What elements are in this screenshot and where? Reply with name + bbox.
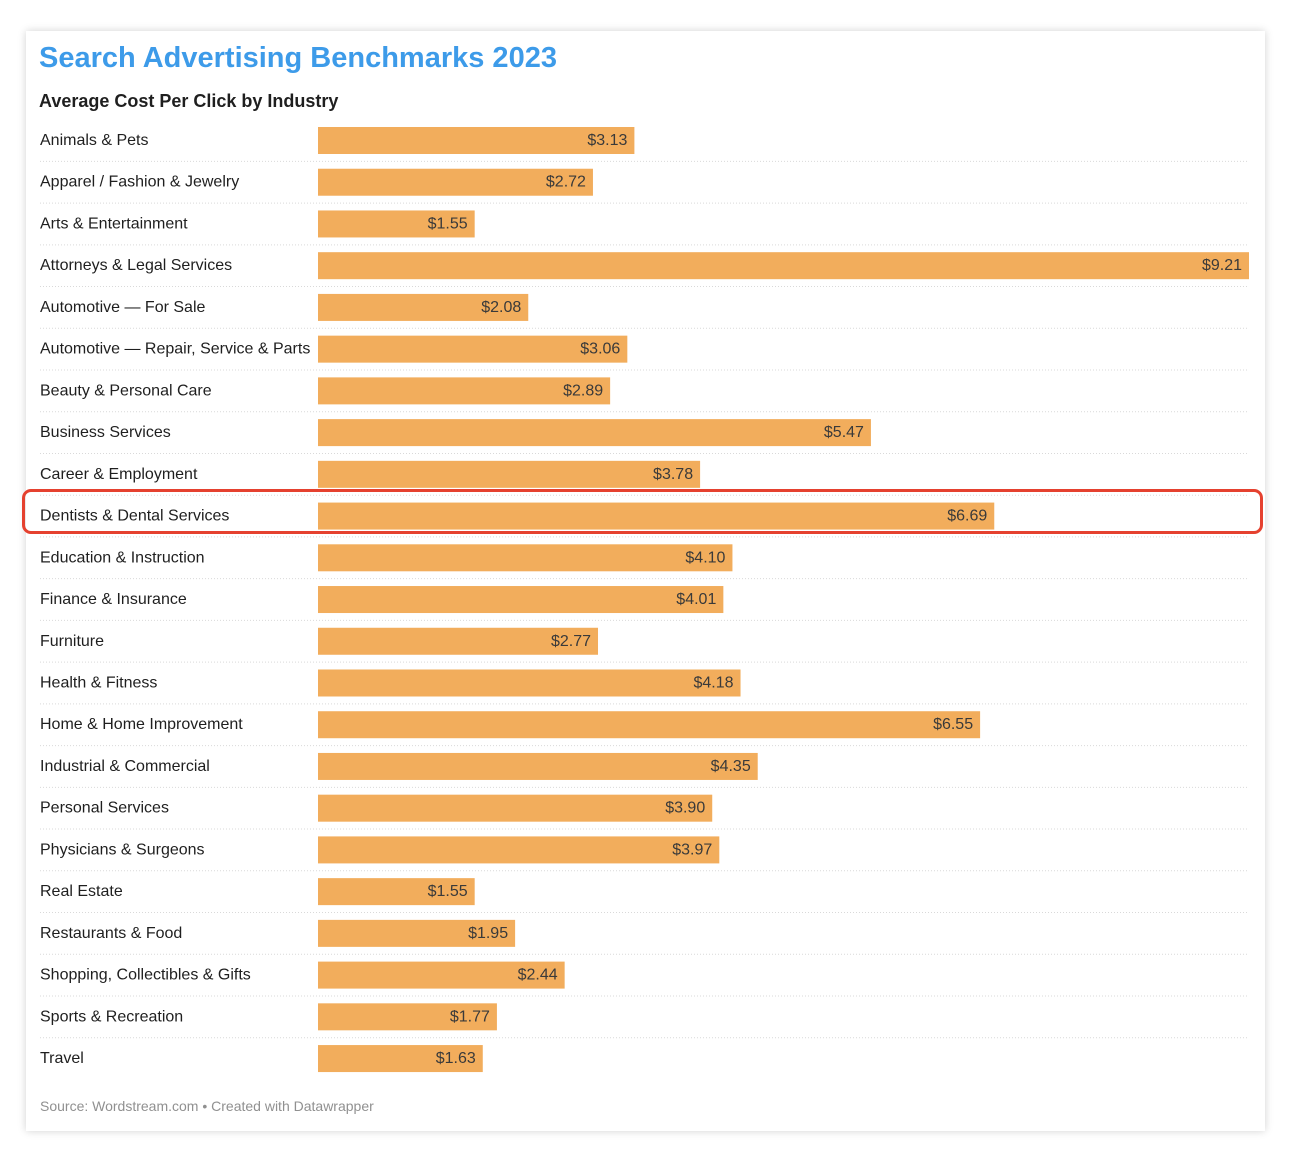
bar-row: Career & Employment $3.78 — [40, 460, 1249, 496]
category-label: Finance & Insurance — [40, 591, 187, 608]
category-label: Animals & Pets — [40, 132, 148, 149]
bar — [318, 752, 758, 780]
category-label: Personal Services — [40, 800, 169, 817]
bar — [318, 335, 628, 363]
value-label: $9.21 — [1202, 257, 1242, 274]
value-label: $2.72 — [546, 174, 586, 191]
category-label: Sports & Recreation — [40, 1008, 183, 1025]
chart-card — [26, 31, 1265, 1131]
category-label: Career & Employment — [40, 466, 198, 483]
bar — [318, 502, 995, 530]
category-label: Physicians & Surgeons — [40, 841, 205, 858]
bar-row: Real Estate $1.55 — [40, 878, 1249, 914]
category-label: Business Services — [40, 424, 171, 441]
bar — [318, 586, 724, 614]
category-label: Automotive — For Sale — [40, 299, 206, 316]
bar-row: Attorneys & Legal Services $9.21 — [40, 252, 1249, 288]
value-label: $2.08 — [481, 299, 521, 316]
bar-row: Physicians & Surgeons $3.97 — [40, 836, 1249, 872]
category-label: Travel — [40, 1050, 84, 1067]
chart-title: Search Advertising Benchmarks 2023 — [39, 42, 557, 74]
value-label: $2.44 — [518, 967, 558, 984]
value-label: $3.90 — [665, 800, 705, 817]
bar — [318, 669, 741, 697]
bar-row: Apparel / Fashion & Jewelry $2.72 — [40, 168, 1249, 204]
value-label: $1.63 — [436, 1050, 476, 1067]
bar-row: Animals & Pets $3.13 — [40, 127, 1249, 162]
bar — [318, 878, 475, 906]
bar — [318, 711, 981, 739]
bar-row: Restaurants & Food $1.95 — [40, 919, 1249, 955]
category-label: Health & Fitness — [40, 674, 157, 691]
value-label: $1.77 — [450, 1008, 490, 1025]
bar-row: Automotive — Repair, Service & Parts $3.0… — [40, 335, 1249, 371]
value-label: $2.77 — [551, 633, 591, 650]
bar — [318, 627, 599, 655]
bar — [318, 1003, 497, 1031]
bar — [318, 419, 871, 447]
bar-row: Industrial & Commercial $4.35 — [40, 752, 1249, 788]
value-label: $4.35 — [711, 758, 751, 775]
value-label: $1.55 — [428, 215, 468, 232]
category-label: Automotive — Repair, Service & Parts — [40, 341, 310, 358]
category-label: Real Estate — [40, 883, 123, 900]
bar-row: Arts & Entertainment $1.55 — [40, 210, 1249, 246]
bar-row: Business Services $5.47 — [40, 419, 1249, 454]
bar-row: Beauty & Personal Care $2.89 — [40, 377, 1249, 413]
category-label: Education & Instruction — [40, 549, 205, 566]
bar — [318, 460, 701, 488]
bar — [318, 836, 720, 864]
category-label: Restaurants & Food — [40, 925, 182, 942]
bar — [318, 794, 713, 822]
highlight-box — [22, 489, 1263, 534]
category-label: Beauty & Personal Care — [40, 382, 212, 399]
bar — [318, 377, 611, 405]
bar — [318, 293, 529, 321]
value-label: $2.89 — [563, 382, 603, 399]
bar — [318, 919, 516, 947]
bar-row: Automotive — For Sale $2.08 — [40, 293, 1249, 329]
value-label: $3.78 — [653, 466, 693, 483]
bar-row: Health & Fitness $4.18 — [40, 669, 1249, 705]
value-label: $6.69 — [947, 508, 987, 525]
bar-row: Sports & Recreation $1.77 — [40, 1003, 1249, 1039]
value-label: $3.97 — [672, 841, 712, 858]
bar — [318, 210, 475, 238]
source-note: Source: Wordstream.com • Created with Da… — [40, 1098, 374, 1114]
value-label: $4.01 — [676, 591, 716, 608]
bar-row: Personal Services $3.90 — [40, 794, 1249, 830]
bar — [318, 168, 593, 196]
value-label: $3.13 — [587, 132, 627, 149]
bar — [318, 252, 1249, 280]
category-label: Home & Home Improvement — [40, 716, 243, 733]
bar — [318, 1045, 483, 1073]
value-label: $5.47 — [824, 424, 864, 441]
value-label: $3.06 — [580, 341, 620, 358]
bar-row: Travel $1.63 — [40, 1045, 483, 1073]
value-label: $6.55 — [933, 716, 973, 733]
category-label: Arts & Entertainment — [40, 215, 188, 232]
value-label: $1.55 — [428, 883, 468, 900]
bar — [318, 544, 733, 572]
bar-row: Education & Instruction $4.10 — [40, 544, 1249, 580]
chart-subtitle: Average Cost Per Click by Industry — [39, 91, 339, 111]
bar-row: Home & Home Improvement $6.55 — [40, 711, 1249, 747]
bar-row: Finance & Insurance $4.01 — [40, 586, 1249, 621]
category-label: Dentists & Dental Services — [40, 508, 229, 525]
bar-row: Furniture $2.77 — [40, 627, 1249, 663]
bar-row: Dentists & Dental Services $6.69 — [40, 502, 1249, 538]
bar-row: Shopping, Collectibles & Gifts $2.44 — [40, 961, 1249, 997]
category-label: Furniture — [40, 633, 104, 650]
category-label: Industrial & Commercial — [40, 758, 210, 775]
value-label: $1.95 — [468, 925, 508, 942]
bar — [318, 127, 635, 154]
category-label: Apparel / Fashion & Jewelry — [40, 174, 239, 191]
category-label: Shopping, Collectibles & Gifts — [40, 967, 251, 984]
category-label: Attorneys & Legal Services — [40, 257, 232, 274]
value-label: $4.18 — [693, 674, 733, 691]
bar — [318, 961, 565, 989]
value-label: $4.10 — [685, 549, 725, 566]
